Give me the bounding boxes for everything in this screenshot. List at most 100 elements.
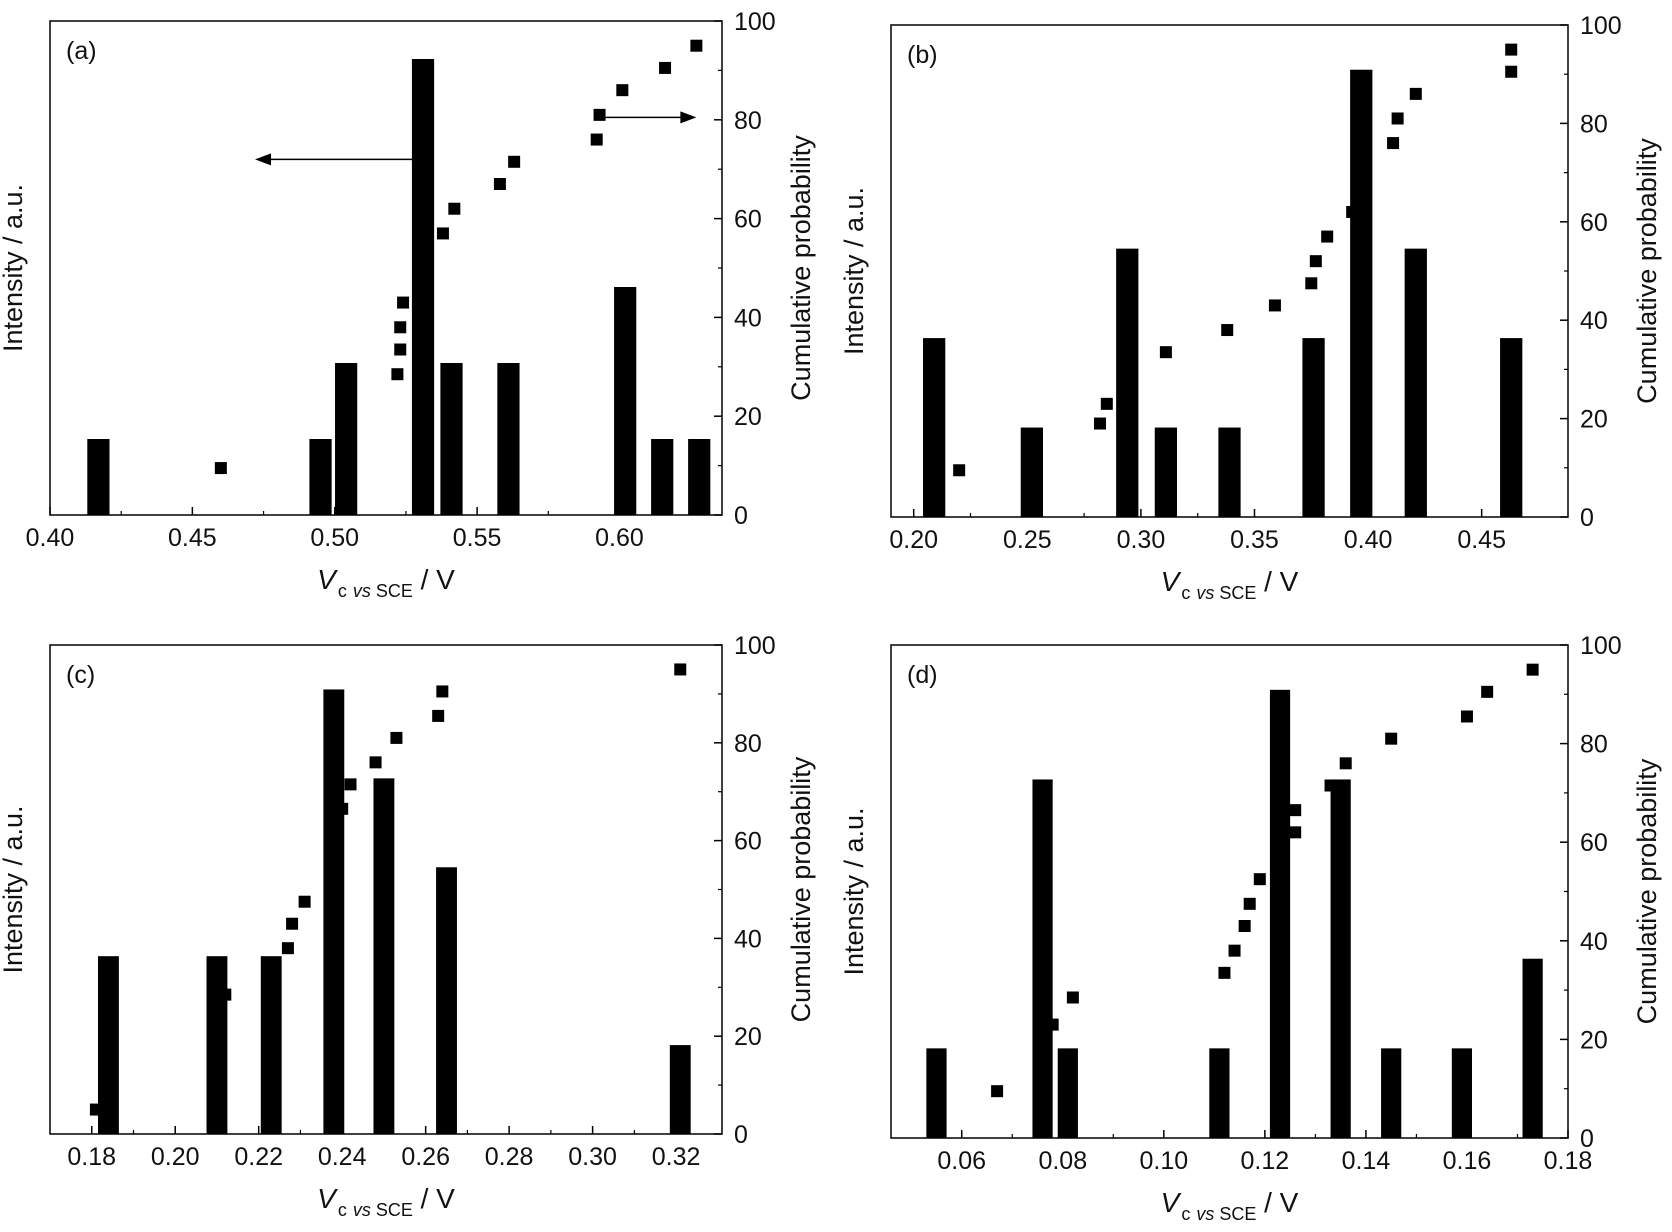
y2-axis-title: Cumulative probability	[1632, 138, 1662, 404]
cumulative-point	[1505, 43, 1518, 56]
cumulative-point	[394, 343, 407, 356]
histogram-bar	[260, 956, 282, 1134]
cumulative-point	[436, 227, 449, 240]
histogram-bar	[1404, 248, 1427, 518]
y2-tick-label: 80	[734, 107, 762, 135]
histogram-bar	[1500, 338, 1523, 517]
cumulative-point	[1460, 710, 1473, 723]
cumulative-point	[1289, 826, 1302, 839]
y2-axis-title: Cumulative probability	[786, 756, 816, 1022]
x-tick-label: 0.24	[318, 1143, 367, 1171]
y2-tick-label: 20	[1580, 406, 1608, 434]
histogram-bar	[1522, 958, 1543, 1138]
cumulative-point	[344, 778, 357, 791]
y2-tick-label: 80	[1580, 110, 1608, 138]
x-tick-label: 0.18	[67, 1143, 116, 1171]
y2-tick-label: 40	[1580, 307, 1608, 335]
y2-tick-label: 0	[1580, 1125, 1594, 1153]
y2-tick-label: 80	[1580, 731, 1608, 759]
cumulative-point	[397, 296, 410, 309]
cumulative-point	[1100, 397, 1113, 410]
cumulative-point	[1309, 255, 1322, 268]
y2-axis-title: Cumulative probability	[1632, 758, 1662, 1024]
histogram-bar	[1330, 779, 1351, 1138]
y2-tick-label: 100	[734, 8, 776, 36]
histogram-bar	[87, 439, 110, 515]
panel-label: (b)	[907, 41, 938, 69]
histogram-bar	[1302, 338, 1325, 517]
histogram-bar	[669, 1045, 691, 1134]
cumulative-point	[436, 685, 449, 698]
cumulative-point	[1238, 920, 1251, 933]
y2-tick-label: 20	[734, 403, 762, 431]
cumulative-point	[1339, 757, 1352, 770]
x-tick-label: 0.08	[1038, 1147, 1087, 1175]
y2-tick-label: 60	[734, 828, 762, 856]
histogram-bar	[1116, 248, 1139, 518]
histogram-bar	[1451, 1048, 1473, 1138]
histogram-bar	[1350, 69, 1373, 518]
y2-tick-label: 100	[1580, 632, 1622, 660]
cumulative-point	[590, 133, 603, 146]
histogram-bar	[497, 363, 520, 515]
cumulative-point	[448, 202, 461, 215]
cumulative-point	[1305, 277, 1318, 290]
histogram-bar	[335, 363, 358, 515]
y2-tick-label: 40	[734, 304, 762, 332]
histogram-bar	[1269, 689, 1291, 1138]
y2-tick-label: 60	[1580, 209, 1608, 237]
panel-1: 0.40 0.45 0.50 0.55 0.60 0 20 40 60 80 100 (a) Inten…	[0, 8, 816, 601]
x-tick-label: 0.40	[1344, 526, 1393, 554]
cumulative-point	[1221, 324, 1234, 337]
x-tick-label: 0.45	[1457, 526, 1506, 554]
x-tick-label: 0.32	[652, 1143, 701, 1171]
x-tick-label: 0.28	[485, 1143, 534, 1171]
cumulative-point	[1481, 685, 1494, 698]
x-tick-label: 0.30	[568, 1143, 617, 1171]
cumulative-point	[432, 709, 445, 722]
y2-tick-label: 80	[734, 730, 762, 758]
histogram-bar	[436, 867, 457, 1134]
cumulative-point	[991, 1085, 1004, 1098]
arrow-head	[680, 111, 697, 124]
y2-tick-label: 0	[734, 1121, 748, 1149]
cumulative-point	[1324, 779, 1337, 792]
x-tick-label: 0.18	[1544, 1147, 1593, 1175]
x-tick-label: 0.14	[1342, 1147, 1391, 1175]
cumulative-point	[219, 988, 232, 1001]
y-axis-title: Intensity / a.u.	[0, 184, 28, 352]
panel-3: 0.18 0.20 0.22 0.24 0.26 0.28 0.30 0.32 0 20 40 60 8…	[0, 632, 816, 1220]
y2-tick-label: 20	[1580, 1026, 1608, 1054]
cumulative-point	[1387, 137, 1400, 150]
cumulative-point	[1253, 873, 1266, 886]
histogram-bar	[323, 689, 345, 1134]
cumulative-point	[1346, 205, 1359, 218]
cumulative-point	[1243, 897, 1256, 910]
panel-label: (c)	[66, 661, 95, 689]
histogram-bar	[206, 956, 228, 1134]
histogram-bar	[614, 287, 637, 515]
histogram-bar	[1209, 1048, 1230, 1138]
x-tick-label: 0.25	[1003, 526, 1052, 554]
cumulative-point	[369, 756, 382, 769]
cumulative-point	[214, 462, 227, 475]
y2-tick-label: 100	[734, 632, 776, 660]
cumulative-point	[1409, 87, 1422, 100]
cumulative-point	[298, 895, 311, 908]
histogram-bar	[373, 778, 395, 1134]
y-axis-title: Intensity / a.u.	[839, 807, 869, 975]
cumulative-point	[394, 321, 407, 334]
cumulative-point	[659, 61, 672, 74]
cumulative-point	[1391, 112, 1404, 125]
histogram-bar	[309, 439, 332, 515]
cumulative-point	[281, 942, 294, 955]
histogram-bar	[651, 439, 674, 515]
panel-4: 0.06 0.08 0.10 0.12 0.14 0.16 0.180 20 40 60 80 100…	[839, 632, 1662, 1224]
cumulative-point	[89, 1103, 102, 1116]
x-tick-label: 0.16	[1443, 1147, 1492, 1175]
histogram-bar	[926, 1048, 947, 1138]
